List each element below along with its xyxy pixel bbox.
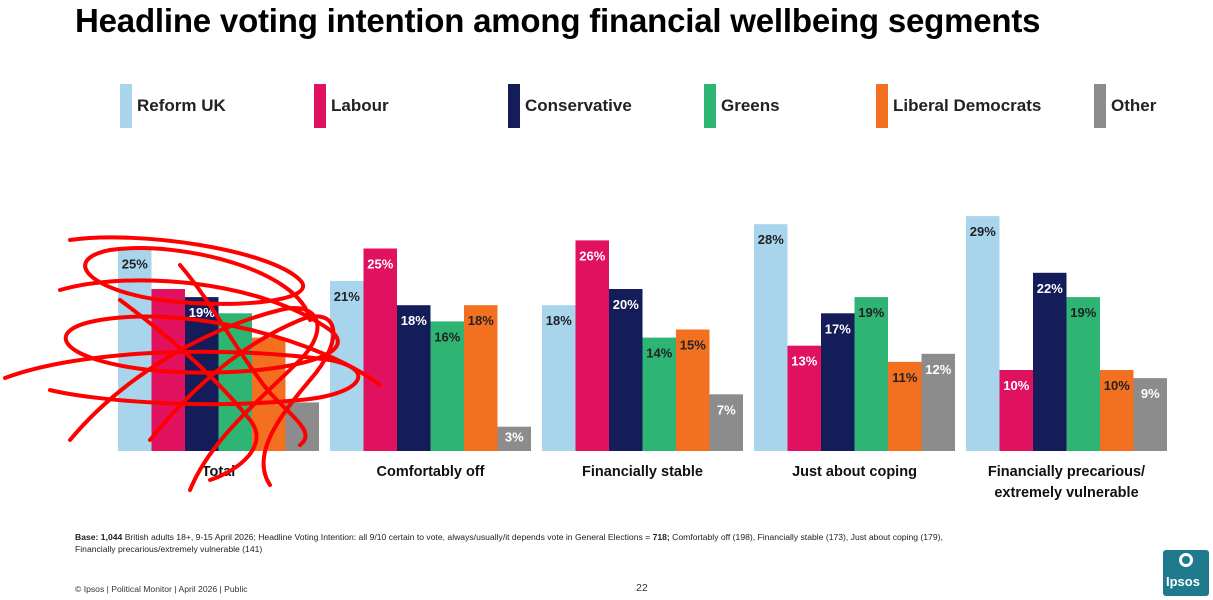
value-label: 17% xyxy=(825,321,851,336)
value-label: 20% xyxy=(613,297,639,312)
bar-just-about-coping-greens xyxy=(854,297,888,451)
base-note-bold-mid: 718; xyxy=(652,532,670,542)
value-label: 18% xyxy=(401,313,427,328)
category-label-financially-precarious-extremely-vulnerable: extremely vulnerable xyxy=(994,485,1138,501)
value-label: 28% xyxy=(758,232,784,247)
value-label: 26% xyxy=(579,248,605,263)
value-label: 12% xyxy=(925,362,951,377)
bar-comfortably-off-labour xyxy=(363,248,397,451)
scribble-stroke xyxy=(3,349,361,407)
bar-just-about-coping-other xyxy=(921,353,955,451)
value-label: 16% xyxy=(434,329,460,344)
value-label: 15% xyxy=(680,338,706,353)
bar-financially-stable-other xyxy=(709,394,743,451)
bar-financially-precarious-extremely-vulnerable-labour xyxy=(999,370,1033,451)
page-title: Headline voting intention among financia… xyxy=(75,2,1041,39)
value-label: 19% xyxy=(1070,305,1096,320)
logo-text: Ipsos xyxy=(1166,574,1200,589)
value-label: 21% xyxy=(334,289,360,304)
scribble-stroke xyxy=(148,314,336,487)
base-note-text-2: Comfortably off (198), Financially stabl… xyxy=(75,532,943,554)
category-label-total: Total xyxy=(202,464,236,480)
category-labels-layer: Total Comfortably off Financially stable Ju… xyxy=(202,464,1145,501)
bar-comfortably-off-conservative xyxy=(397,305,431,451)
value-label: 18% xyxy=(468,313,494,328)
legend-swatch xyxy=(120,84,132,128)
base-note: Base: 1,044 British adults 18+, 9-15 Apr… xyxy=(75,531,955,555)
category-label-financially-precarious-extremely-vulnerable: Financially precarious/ xyxy=(988,464,1145,480)
bar-financially-precarious-extremely-vulnerable-conservative xyxy=(1033,272,1067,451)
value-labels-layer: 25% 19% 21% 25% 18% 16% 18% 3% 18% 26% 20% 14% 15% 7%… xyxy=(122,224,1160,445)
red-scribble-annotation xyxy=(3,235,382,492)
bar-financially-stable-greens xyxy=(642,337,676,451)
bar-just-about-coping-labour xyxy=(787,345,821,451)
bar-comfortably-off-greens xyxy=(430,321,464,451)
value-label: 29% xyxy=(970,224,996,239)
legend-swatch xyxy=(1094,84,1106,128)
scribble-stroke xyxy=(68,235,312,322)
scribble-stroke xyxy=(118,298,259,482)
value-label: 25% xyxy=(122,257,148,272)
bars-layer xyxy=(118,216,1167,451)
bar-financially-stable-liberal-democrats xyxy=(676,329,710,451)
scribble-stroke xyxy=(58,278,382,387)
bar-just-about-coping-liberal-democrats xyxy=(888,361,922,451)
value-label: 10% xyxy=(1104,378,1130,393)
page-number: 22 xyxy=(636,582,648,594)
legend-label: Labour xyxy=(331,96,389,115)
bar-financially-precarious-extremely-vulnerable-other xyxy=(1133,378,1167,451)
value-label: 19% xyxy=(189,305,215,320)
category-label-just-about-coping: Just about coping xyxy=(792,464,917,480)
legend-swatch xyxy=(508,84,520,128)
footer-source: © Ipsos | Political Monitor | April 2026… xyxy=(75,584,248,594)
bar-financially-precarious-extremely-vulnerable-reform-uk xyxy=(966,216,1000,451)
base-note-bold-prefix: Base: 1,044 xyxy=(75,532,123,542)
value-label: 14% xyxy=(646,346,672,361)
value-label: 18% xyxy=(546,313,572,328)
bar-just-about-coping-reform-uk xyxy=(754,224,788,451)
bar-chart: 25% 19% 21% 25% 18% 16% 18% 3% 18% 26% 20% 14% 15% 7%… xyxy=(3,216,1167,501)
category-label-financially-stable: Financially stable xyxy=(582,464,703,480)
chart-legend: Reform UK Labour Conservative Greens Liberal… xyxy=(0,84,1213,134)
legend-swatch xyxy=(876,84,888,128)
legend-label: Conservative xyxy=(525,96,632,115)
logo-mark-icon xyxy=(1179,553,1193,567)
category-label-comfortably-off: Comfortably off xyxy=(377,464,485,480)
bar-financially-stable-conservative xyxy=(609,289,643,451)
base-note-text-1: British adults 18+, 9-15 April 2026; Hea… xyxy=(122,532,653,542)
bar-comfortably-off-other xyxy=(497,426,531,451)
ipsos-logo: Ipsos xyxy=(1163,550,1209,596)
value-label: 11% xyxy=(892,370,918,385)
value-label: 19% xyxy=(858,305,884,320)
bar-financially-precarious-extremely-vulnerable-liberal-democrats xyxy=(1100,370,1134,451)
legend-swatch xyxy=(704,84,716,128)
legend-label: Greens xyxy=(721,96,780,115)
bar-just-about-coping-conservative xyxy=(821,313,855,451)
value-label: 7% xyxy=(717,402,736,417)
legend-label: Reform UK xyxy=(137,96,226,115)
value-label: 3% xyxy=(505,430,524,445)
value-label: 10% xyxy=(1003,378,1029,393)
bar-financially-stable-labour xyxy=(575,240,609,451)
legend-swatch xyxy=(314,84,326,128)
value-label: 9% xyxy=(1141,386,1160,401)
value-label: 25% xyxy=(367,257,393,272)
bar-financially-stable-reform-uk xyxy=(542,305,576,451)
legend-label: Other xyxy=(1111,96,1157,115)
scribble-stroke xyxy=(178,263,308,447)
bar-total-greens xyxy=(218,313,252,451)
bar-comfortably-off-liberal-democrats xyxy=(464,305,498,451)
bar-financially-precarious-extremely-vulnerable-greens xyxy=(1066,297,1100,451)
legend-label: Liberal Democrats xyxy=(893,96,1042,115)
value-label: 22% xyxy=(1037,281,1063,296)
value-label: 13% xyxy=(791,354,817,369)
